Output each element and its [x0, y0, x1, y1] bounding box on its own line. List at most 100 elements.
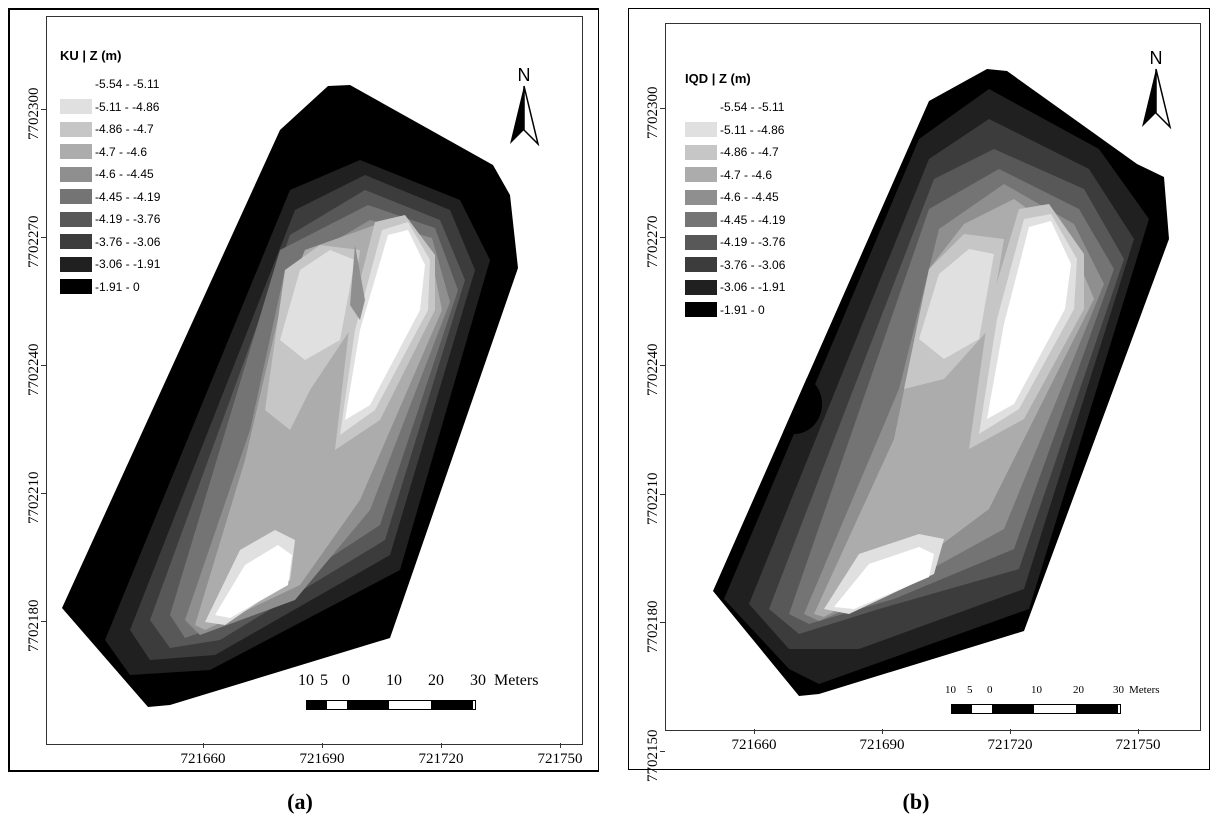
north-arrow-icon: [510, 85, 540, 147]
legend-swatch: [685, 212, 717, 228]
scale-label: 30: [470, 672, 486, 689]
y-tick: [660, 108, 665, 109]
legend: IQD | Z (m) -5.54 - -5.11 -5.11 - -4.86 -4…: [685, 71, 785, 321]
legend-swatch: [60, 234, 92, 250]
legend-label: -1.91 - 0: [95, 279, 140, 294]
y-tick-label: 7702180: [26, 599, 42, 653]
legend-swatch: [60, 99, 92, 115]
legend-label: -4.7 - -4.6: [95, 144, 148, 159]
map-panel-iqd: IQD | Z (m) -5.54 - -5.11 -5.11 - -4.86 -4…: [628, 8, 1210, 782]
legend-swatch: [685, 99, 717, 115]
y-tick-label: 7702300: [26, 87, 42, 141]
legend-label: -1.91 - 0: [720, 302, 765, 317]
y-tick-label: 7702300: [645, 86, 661, 140]
x-tick: [560, 743, 561, 748]
legend-item: -4.86 - -4.7: [685, 141, 785, 164]
legend-item: -5.11 - -4.86: [685, 119, 785, 142]
legend-item: -4.6 - -4.45: [685, 186, 785, 209]
map-frame: [665, 23, 1201, 731]
legend-rows: -5.54 - -5.11 -5.11 - -4.86 -4.86 - -4.7 -4…: [60, 73, 160, 298]
legend-item: -1.91 - 0: [60, 276, 160, 299]
scale-unit: Meters: [494, 672, 539, 689]
y-tick: [660, 236, 665, 238]
scale-label: 10: [945, 684, 956, 696]
legend-label: -4.86 - -4.7: [95, 122, 154, 137]
y-tick-label: 7702240: [645, 343, 661, 397]
legend-label: -4.6 - -4.45: [720, 190, 779, 205]
x-tick-label: 721750: [1115, 737, 1161, 753]
legend-item: -4.86 - -4.7: [60, 118, 160, 141]
legend-swatch: [60, 189, 92, 205]
legend-label: -4.86 - -4.7: [720, 145, 779, 160]
legend-swatch: [685, 122, 717, 138]
x-tick: [203, 743, 204, 748]
y-tick: [41, 109, 46, 110]
legend-label: -5.11 - -4.86: [720, 122, 785, 137]
y-tick: [660, 365, 665, 366]
legend-label: -4.45 - -4.19: [720, 212, 786, 227]
panel-caption-b: (b): [902, 789, 930, 814]
legend-item: -4.7 - -4.6: [60, 141, 160, 164]
legend-swatch: [685, 144, 717, 160]
y-tick: [660, 750, 665, 752]
legend-label: -4.19 - -3.76: [720, 235, 786, 250]
north-arrow: N: [504, 66, 544, 151]
y-tick: [660, 622, 665, 623]
north-arrow-icon: [1142, 68, 1172, 130]
y-tick-label: 7702270: [26, 215, 42, 269]
x-tick-label: 721660: [180, 751, 226, 767]
y-tick: [41, 365, 46, 366]
x-tick-label: 721660: [731, 737, 777, 753]
legend-item: -5.54 - -5.11: [60, 73, 160, 96]
legend-item: -4.7 - -4.6: [685, 164, 785, 187]
y-tick-label: 7702180: [645, 600, 661, 654]
legend-label: -4.6 - -4.45: [95, 167, 154, 182]
scale-label: 10: [1031, 684, 1042, 696]
scale-label: 5: [967, 684, 973, 696]
scale-label: 10: [298, 672, 314, 689]
map-panel-ku: KU | Z (m) -5.54 - -5.11 -5.11 - -4.86 -4.…: [8, 8, 599, 772]
scale-label: 5: [320, 672, 328, 689]
legend-label: -4.45 - -4.19: [95, 189, 161, 204]
legend-item: -4.19 - -3.76: [60, 208, 160, 231]
legend-item: -5.54 - -5.11: [685, 96, 785, 119]
legend-swatch: [60, 256, 92, 272]
panel-caption-a: (a): [287, 789, 313, 814]
legend-label: -4.19 - -3.76: [95, 212, 161, 227]
legend: KU | Z (m) -5.54 - -5.11 -5.11 - -4.86 -4.…: [60, 48, 160, 298]
scale-label: 10: [386, 672, 402, 689]
legend-swatch: [685, 167, 717, 183]
y-tick: [660, 493, 665, 495]
y-tick: [41, 237, 46, 238]
legend-item: -4.45 - -4.19: [60, 186, 160, 209]
legend-label: -3.06 - -1.91: [720, 280, 786, 295]
scale-unit: Meters: [1129, 684, 1160, 696]
legend-item: -3.76 - -3.06: [60, 231, 160, 254]
legend-swatch: [60, 166, 92, 182]
legend-label: -3.06 - -1.91: [95, 257, 161, 272]
legend-label: -5.11 - -4.86: [95, 99, 160, 114]
scale-label: 0: [987, 684, 993, 696]
legend-label: -3.76 - -3.06: [720, 257, 786, 272]
legend-item: -4.45 - -4.19: [685, 209, 785, 232]
legend-swatch: [60, 76, 92, 92]
x-tick: [754, 729, 755, 734]
legend-swatch: [685, 302, 717, 318]
scale-bar: [951, 704, 1121, 714]
legend-item: -5.11 - -4.86: [60, 96, 160, 119]
x-tick-label: 721750: [537, 751, 583, 767]
north-label: N: [1149, 48, 1163, 68]
scale-label: 20: [1073, 684, 1084, 696]
legend-swatch: [685, 234, 717, 250]
legend-item: -3.06 - -1.91: [60, 253, 160, 276]
y-tick-label: 7702150: [645, 729, 661, 782]
legend-swatch: [60, 121, 92, 137]
y-tick: [41, 493, 46, 494]
scale-bar: [306, 700, 476, 710]
x-tick: [1138, 729, 1139, 734]
north-arrow: N: [1136, 49, 1176, 134]
x-tick: [882, 729, 883, 734]
x-tick: [1010, 729, 1011, 734]
legend-label: -5.54 - -5.11: [95, 77, 160, 92]
scale-label: 20: [428, 672, 444, 689]
